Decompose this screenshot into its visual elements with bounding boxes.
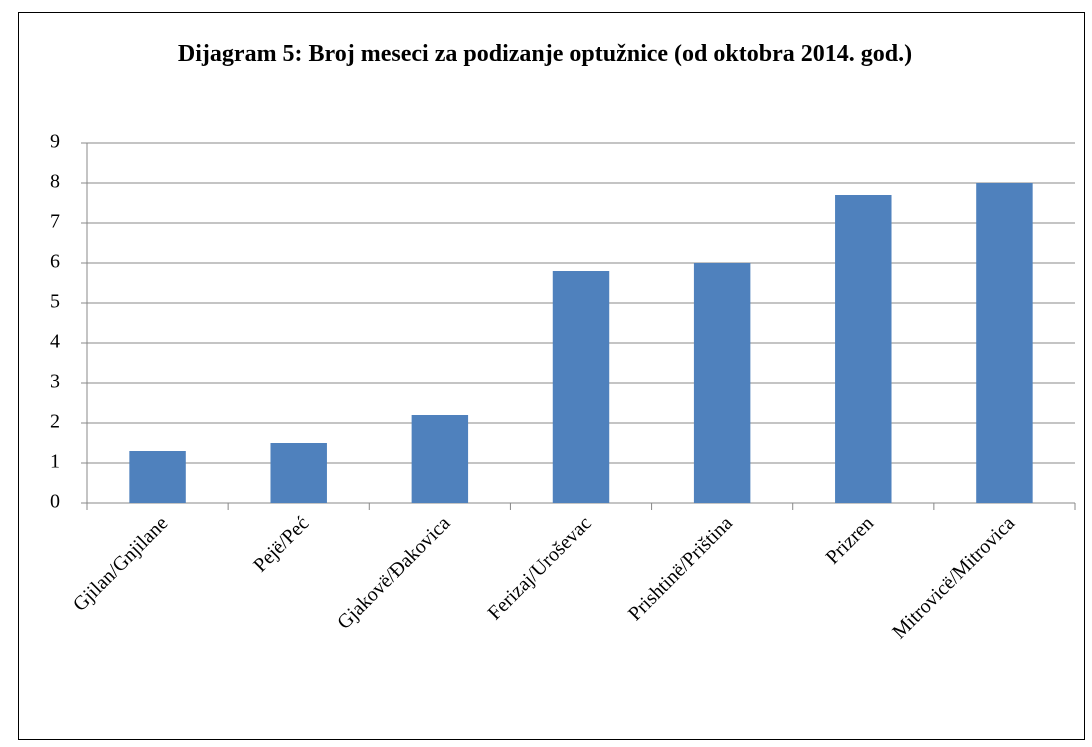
y-tick-label: 1	[50, 451, 60, 473]
y-tick-label: 9	[50, 131, 60, 153]
x-tick-label: Prizren	[822, 512, 878, 568]
chart-border	[18, 12, 1085, 740]
bar	[693, 263, 751, 503]
y-tick-label: 0	[50, 491, 60, 513]
bar	[270, 443, 327, 503]
y-tick-label: 6	[50, 251, 60, 273]
x-tick-label: Ferizaj/Uroševac	[484, 512, 596, 624]
x-tick-label: Gjakovë/Đakovica	[333, 512, 455, 634]
bar	[129, 451, 186, 503]
y-tick-label: 3	[50, 371, 60, 393]
bar	[411, 415, 469, 503]
x-tick-label: Gjilan/Gnjilane	[69, 512, 173, 616]
x-tick-label: Pejë/Peć	[249, 512, 313, 576]
x-tick-label: Mitrovicë/Mitrovica	[888, 512, 1019, 643]
y-tick-label: 8	[50, 171, 60, 193]
y-tick-label: 5	[50, 291, 60, 313]
y-tick-label: 4	[50, 331, 60, 353]
y-tick-label: 2	[50, 411, 60, 433]
bar	[835, 195, 892, 503]
chart-title: Dijagram 5: Broj meseci za podizanje opt…	[177, 41, 913, 67]
bar	[552, 271, 610, 503]
bar	[976, 183, 1033, 503]
x-tick-label: Prishtinë/Priština	[624, 512, 737, 625]
y-tick-label: 7	[50, 211, 60, 233]
